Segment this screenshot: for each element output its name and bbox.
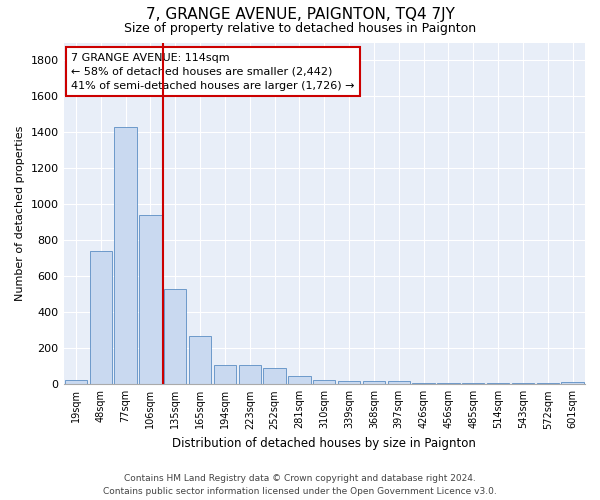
Bar — [462, 383, 484, 384]
Y-axis label: Number of detached properties: Number of detached properties — [15, 126, 25, 301]
Bar — [562, 382, 584, 384]
Bar — [89, 251, 112, 384]
Bar — [338, 381, 360, 384]
Bar — [437, 383, 460, 384]
Text: Contains HM Land Registry data © Crown copyright and database right 2024.
Contai: Contains HM Land Registry data © Crown c… — [103, 474, 497, 496]
Bar — [189, 336, 211, 384]
Bar — [164, 289, 187, 384]
Bar — [288, 376, 311, 384]
Text: Size of property relative to detached houses in Paignton: Size of property relative to detached ho… — [124, 22, 476, 35]
Bar — [313, 380, 335, 384]
Bar — [239, 366, 261, 384]
Bar — [65, 380, 87, 384]
Text: 7 GRANGE AVENUE: 114sqm
← 58% of detached houses are smaller (2,442)
41% of semi: 7 GRANGE AVENUE: 114sqm ← 58% of detache… — [71, 53, 355, 91]
Bar — [139, 215, 161, 384]
Bar — [115, 127, 137, 384]
Text: 7, GRANGE AVENUE, PAIGNTON, TQ4 7JY: 7, GRANGE AVENUE, PAIGNTON, TQ4 7JY — [146, 8, 454, 22]
Bar — [412, 383, 435, 384]
Bar — [363, 381, 385, 384]
Bar — [263, 368, 286, 384]
Bar — [388, 381, 410, 384]
Bar — [214, 366, 236, 384]
X-axis label: Distribution of detached houses by size in Paignton: Distribution of detached houses by size … — [172, 437, 476, 450]
